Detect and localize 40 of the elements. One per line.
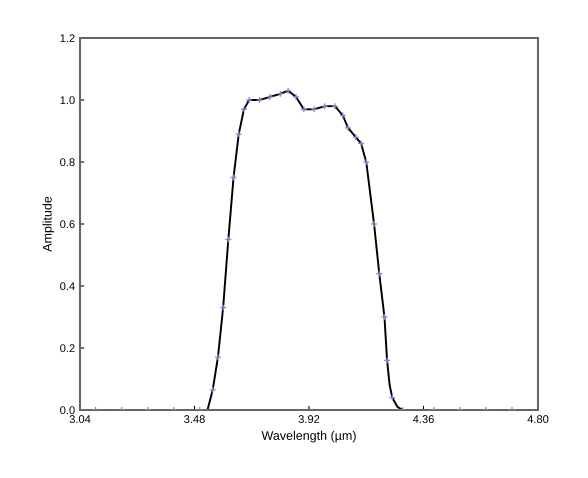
point: [276, 90, 284, 98]
x-axis-title: Wavelength (µm): [262, 430, 356, 442]
point: [292, 93, 300, 100]
x-tick-label: 3.04: [70, 415, 90, 424]
y-tick-label: 0.2: [60, 344, 75, 352]
x-tick-label: 3.48: [184, 415, 205, 424]
point: [300, 106, 308, 113]
x-tick-label: 4.36: [412, 415, 434, 424]
point: [362, 158, 370, 166]
x-tick-label: 4.80: [527, 415, 548, 424]
point: [357, 140, 365, 147]
y-tick-label: 0.6: [60, 220, 75, 228]
point: [344, 124, 352, 132]
point: [230, 174, 238, 182]
y-tick-label: 0.4: [60, 282, 75, 290]
x-tick-label: 3.92: [298, 415, 320, 424]
point: [339, 112, 346, 120]
point: [352, 134, 360, 141]
point: [209, 386, 216, 394]
point: [321, 102, 328, 110]
point: [383, 356, 391, 364]
point: [224, 236, 232, 244]
point: [266, 93, 274, 100]
point: [380, 313, 388, 321]
point: [331, 102, 339, 110]
point: [310, 106, 318, 113]
y-axis-title: Amplitude: [42, 196, 54, 252]
point: [256, 96, 264, 104]
point: [235, 130, 242, 138]
point: [220, 304, 227, 312]
point: [240, 106, 248, 113]
y-tick-label: 0.8: [60, 158, 75, 166]
point: [284, 87, 292, 94]
y-tick-label: 1.0: [60, 96, 75, 104]
point: [214, 354, 222, 361]
point: [246, 96, 253, 104]
point: [376, 270, 383, 278]
y-tick-label: 0.0: [60, 406, 75, 414]
y-tick-label: 1.2: [60, 34, 75, 42]
point: [370, 220, 378, 228]
